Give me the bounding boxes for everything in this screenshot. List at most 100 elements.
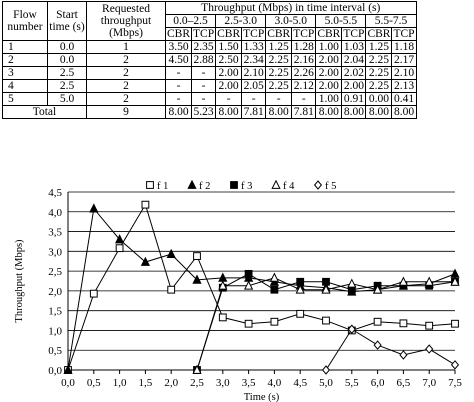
series-line: [325, 328, 456, 371]
x-tick-label: 3,0: [216, 377, 230, 389]
requested-cell: 2: [86, 66, 166, 80]
throughput-cell: -: [191, 66, 217, 80]
header-cbr-1: CBR: [215, 27, 243, 41]
throughput-cell: -: [265, 92, 293, 106]
throughput-cell: -: [291, 92, 317, 106]
total-row: Total 9 8.00 5.23 8.00 7.81 8.00 7.81 8.00 8.00…: [2, 105, 417, 119]
table-body: 1 0.0 1 3.50 2.35 1.50 1.33 1.25 1.28 1.00 1.03 1.2…: [2, 40, 417, 106]
throughput-cell: -: [241, 92, 267, 106]
y-tick-label: 4,0: [48, 207, 62, 219]
total-label: Total: [2, 105, 87, 119]
throughput-cell: 1.03: [341, 40, 367, 54]
data-point: [399, 350, 408, 360]
header-interval-4: 5.5-7.5: [365, 14, 417, 28]
axes: [67, 192, 456, 374]
y-axis-label: Throughput (Mbps): [14, 239, 25, 323]
total-requested: 9: [86, 105, 166, 119]
data-point: [347, 278, 357, 288]
throughput-cell: -: [191, 92, 217, 106]
throughput-cell: 2.02: [341, 66, 367, 80]
requested-cell: 2: [86, 79, 166, 93]
x-tick-label: 5,5: [345, 377, 359, 389]
header-cbr-0: CBR: [164, 27, 193, 41]
legend-entry: f 3: [230, 181, 252, 192]
legend-label: f 2: [199, 181, 210, 192]
data-point: [347, 324, 356, 335]
x-tick-label: 4,0: [268, 377, 282, 389]
legend: f 1 f 2 f 3 f 4 f 5: [146, 180, 336, 192]
header-tcp-4: TCP: [391, 27, 417, 41]
throughput-cell: 2.04: [341, 53, 367, 67]
throughput-cell: 2.00: [215, 66, 243, 80]
series-f4: [192, 272, 460, 374]
data-point: [296, 277, 305, 286]
throughput-cell: -: [164, 66, 193, 80]
throughput-cell: 2.10: [391, 66, 417, 80]
data-point: [89, 203, 99, 213]
throughput-cell: 2.88: [191, 53, 217, 67]
data-point: [372, 284, 383, 294]
data-point: [192, 364, 202, 374]
x-tick-label: 1,5: [139, 377, 153, 389]
legend-label: f 3: [241, 181, 252, 192]
throughput-cell: 2.50: [215, 53, 243, 67]
total-cell: 7.81: [291, 105, 317, 119]
data-point: [269, 272, 280, 282]
x-tick-label: 3,5: [242, 377, 256, 389]
legend-marker: [313, 180, 323, 190]
data-point: [115, 244, 124, 253]
series-line: [67, 203, 456, 371]
throughput-cell: 2.13: [391, 79, 417, 93]
total-cell: 8.00: [215, 105, 243, 119]
data-point: [399, 319, 408, 328]
throughput-cell: 2.35: [191, 40, 217, 54]
throughput-cell: 1.00: [315, 92, 343, 106]
x-tick-label: 2,5: [190, 377, 204, 389]
throughput-cell: 2.25: [265, 79, 293, 93]
data-point: [192, 274, 202, 284]
header-interval-1: 2.5-3.0: [215, 14, 267, 28]
data-point: [244, 319, 253, 328]
data-point: [373, 317, 382, 326]
x-tick-label: 0,0: [61, 377, 75, 389]
table-row: 3 2.5 2- -2.00 2.10 2.25 2.26 2.00 2.02 2.25 2.10: [2, 66, 417, 80]
total-cell: 5.23: [191, 105, 217, 119]
start-time-cell: 2.5: [47, 79, 87, 93]
throughput-cell: 2.00: [315, 53, 343, 67]
throughput-cell: -: [164, 79, 193, 93]
table-row: 4 2.5 2- -2.00 2.05 2.25 2.12 2.00 2.00 2.25 2.13: [2, 79, 417, 93]
y-tick-label: 0,0: [48, 365, 62, 377]
throughput-cell: 2.26: [291, 66, 317, 80]
header-tcp-3: TCP: [341, 27, 367, 41]
throughput-cell: 1.28: [291, 40, 317, 54]
total-cell: 8.00: [265, 105, 293, 119]
x-tick-label: 0,5: [87, 377, 101, 389]
data-point: [193, 252, 201, 260]
legend-entry: f 5: [313, 180, 336, 192]
legend-label: f 1: [157, 181, 168, 192]
data-point: [296, 309, 305, 318]
data-point: [321, 365, 331, 375]
throughput-table: Flow number Start time (s) Requested thr…: [2, 1, 417, 119]
data-point: [141, 200, 150, 209]
throughput-cell: 4.50: [164, 53, 193, 67]
y-tick-label: 2,0: [48, 286, 62, 298]
x-tick-label: 1,0: [113, 377, 127, 389]
data-point: [322, 316, 330, 325]
header-cbr-2: CBR: [265, 27, 293, 41]
total-cell: 7.81: [241, 105, 267, 119]
throughput-cell: 1.25: [265, 40, 293, 54]
throughput-cell: 1.00: [315, 40, 343, 54]
legend-marker: [271, 180, 281, 189]
data-point: [63, 364, 73, 374]
x-tick-label: 2,0: [164, 377, 178, 389]
y-tick-label: 0,5: [48, 345, 62, 357]
throughput-cell: -: [215, 92, 243, 106]
legend-entry: f 1: [146, 181, 168, 192]
throughput-cell: 2.00: [315, 66, 343, 80]
data-point: [270, 317, 279, 326]
throughput-cell: 1.18: [391, 40, 417, 54]
throughput-cell: 1.50: [215, 40, 243, 54]
header-cbr-4: CBR: [365, 27, 393, 41]
x-tick-label: 7,5: [448, 377, 462, 389]
